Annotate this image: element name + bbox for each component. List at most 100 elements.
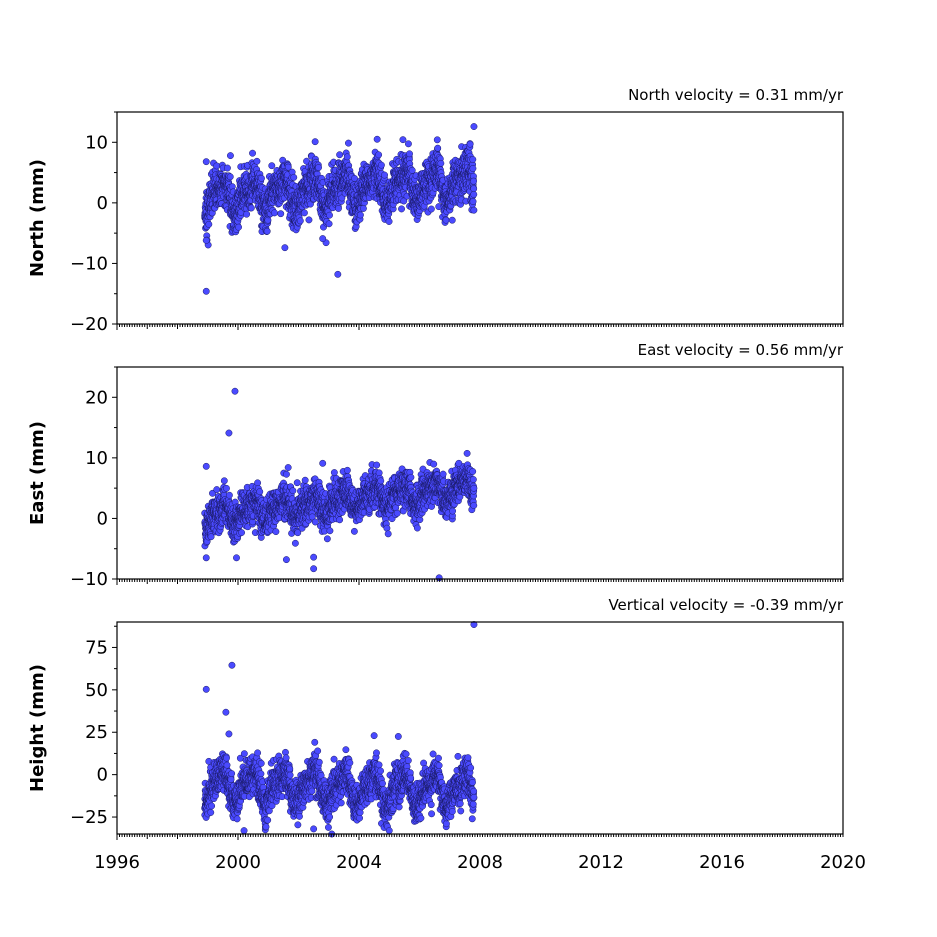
data-point <box>407 473 415 481</box>
data-point <box>226 173 234 181</box>
data-point <box>290 173 298 181</box>
data-point <box>247 204 255 212</box>
data-point <box>258 174 265 182</box>
data-point <box>326 527 334 535</box>
data-point <box>469 165 477 172</box>
data-point <box>277 210 285 218</box>
data-point <box>213 486 221 494</box>
data-point <box>469 156 477 163</box>
data-point <box>336 151 344 159</box>
data-point <box>281 244 289 252</box>
data-point <box>336 516 344 524</box>
data-point <box>427 205 435 213</box>
data-point <box>325 220 333 228</box>
data-point <box>249 149 256 157</box>
data-point <box>470 177 478 185</box>
data-point <box>205 220 213 228</box>
data-point <box>323 535 331 543</box>
data-point <box>377 161 385 169</box>
data-point <box>470 206 478 214</box>
data-point <box>213 162 221 170</box>
data-point <box>243 210 251 218</box>
data-point <box>300 209 308 217</box>
data-point <box>272 528 280 536</box>
data-point <box>202 158 210 166</box>
data-point <box>470 123 478 130</box>
data-point <box>311 138 319 146</box>
data-point <box>296 217 304 225</box>
data-point <box>305 216 313 224</box>
north-ylabel: North (mm) <box>27 159 48 277</box>
data-point <box>284 464 292 471</box>
data-point <box>442 216 450 224</box>
north-velocity-annotation: North velocity = 0.31 mm/yr <box>628 86 844 104</box>
data-point <box>384 530 392 538</box>
data-point <box>377 477 385 485</box>
data-point <box>373 461 381 469</box>
y-tick-label: 0 <box>97 193 108 214</box>
data-point <box>289 487 297 495</box>
y-tick-label: −20 <box>70 314 108 335</box>
north-axis-ticks: −20 −10 0 10 <box>70 111 844 335</box>
data-point <box>350 527 358 535</box>
east-data-points <box>201 387 478 582</box>
data-point <box>256 488 264 496</box>
data-point <box>319 235 327 243</box>
data-point <box>326 211 333 219</box>
data-point <box>413 524 421 532</box>
data-point <box>434 144 442 152</box>
data-point <box>282 470 290 478</box>
data-point <box>359 205 367 212</box>
y-tick-label: 10 <box>85 132 108 153</box>
data-point <box>430 460 438 468</box>
data-point <box>225 491 233 499</box>
data-point <box>315 164 322 172</box>
data-point <box>345 139 352 147</box>
data-point <box>375 151 383 159</box>
data-point <box>399 136 407 144</box>
y-tick-label: −10 <box>70 253 108 274</box>
data-point <box>385 218 393 225</box>
data-point <box>254 479 262 487</box>
data-point <box>291 539 299 547</box>
data-point <box>284 163 292 171</box>
data-point <box>470 190 478 198</box>
data-point <box>373 135 381 143</box>
data-point <box>470 185 478 193</box>
data-point <box>404 140 412 148</box>
data-point <box>263 227 271 235</box>
data-point <box>448 216 456 224</box>
data-point <box>271 209 278 217</box>
data-point <box>220 477 228 485</box>
data-point <box>433 136 441 144</box>
data-point <box>398 205 405 213</box>
north-panel: North velocity = 0.31 mm/yr −20 −10 0 10 No… <box>27 86 844 335</box>
data-point <box>202 287 210 295</box>
data-point <box>439 470 447 478</box>
data-point <box>343 153 351 161</box>
data-point <box>393 509 401 517</box>
data-point <box>383 524 391 532</box>
data-point <box>334 270 342 278</box>
data-point <box>301 476 309 484</box>
data-point <box>343 466 351 474</box>
data-point <box>253 157 261 165</box>
data-point <box>381 171 388 179</box>
data-point <box>406 150 413 158</box>
data-point <box>356 211 364 219</box>
east-velocity-annotation: East velocity = 0.56 mm/yr <box>638 341 844 359</box>
data-point <box>235 223 242 231</box>
north-data-points <box>201 123 478 295</box>
data-point <box>437 159 445 167</box>
data-point <box>223 164 231 172</box>
north-plot-frame <box>116 111 844 325</box>
data-point <box>238 529 246 537</box>
data-point <box>268 162 276 170</box>
data-point <box>330 469 338 477</box>
data-point <box>223 484 230 492</box>
data-point <box>469 198 477 205</box>
data-point <box>466 140 474 148</box>
data-point <box>293 479 301 487</box>
